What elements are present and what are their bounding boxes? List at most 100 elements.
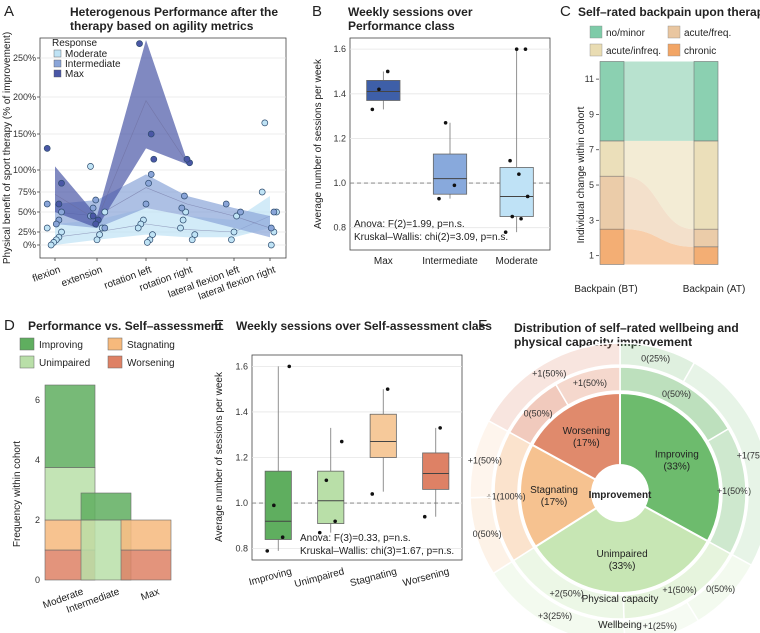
panel-c-flow bbox=[624, 176, 694, 247]
panel-a-point-intermediate bbox=[58, 208, 65, 216]
panel-b-point bbox=[503, 230, 508, 234]
panel-c-stratum bbox=[599, 61, 625, 142]
panel-a-legend-label: Moderate bbox=[65, 49, 108, 60]
panel-a-meanline-max bbox=[54, 100, 188, 221]
panel-a-xtick: extension bbox=[60, 264, 104, 289]
panel-a-chart: Physical benefit of sport therapy (% of … bbox=[2, 32, 287, 303]
panel-f-wellbeing-ring-label: +1(25%) bbox=[643, 621, 677, 631]
panel-a-legend-title: Response bbox=[52, 38, 97, 49]
panel-e-point bbox=[272, 503, 276, 508]
panel-b-title-line1: Weekly sessions over bbox=[348, 5, 473, 19]
panel-f-title-line1: Distribution of self–rated wellbeing and bbox=[514, 321, 739, 335]
panel-e-point bbox=[370, 492, 375, 496]
panel-c-stratum bbox=[693, 246, 719, 265]
panel-b-stat-anova: Anova: F(2)=1.99, p=n.s. bbox=[354, 219, 465, 230]
panel-b-point bbox=[510, 214, 515, 219]
panel-a-point-intermediate bbox=[89, 204, 97, 212]
panel-d-ytick: 6 bbox=[35, 395, 40, 405]
panel-b-point bbox=[385, 69, 390, 74]
panel-b-box-intermediate bbox=[432, 153, 468, 195]
panel-e-ylabel: Average number of sessions per week bbox=[214, 371, 225, 542]
panel-c-chart: Individual change within cohort no/minor… bbox=[574, 25, 746, 295]
panel-f-inner-label: Worsening (17%) bbox=[563, 426, 611, 449]
panel-c-stratum bbox=[599, 228, 625, 265]
panel-c-flow bbox=[624, 140, 694, 230]
panel-c-stratum bbox=[599, 175, 625, 230]
panel-e-box-stagnating bbox=[369, 413, 397, 458]
panel-b-ytick: 1.4 bbox=[333, 89, 346, 99]
panel-f-inner-label: Unimpaired (33%) bbox=[597, 549, 648, 572]
panel-a-ytick: 50% bbox=[18, 207, 36, 217]
panel-f-wellbeing-ring-label: +1(50%) bbox=[468, 456, 502, 466]
panel-d-ylabel: Frequency within cohort bbox=[12, 441, 23, 547]
panel-f-chart: 0(50%) +1(50%) +1(50%) +2(50%) +1(100%) 0(50%… bbox=[468, 342, 760, 633]
panel-d-legend-label: Worsening bbox=[127, 358, 175, 369]
panel-a-band-intermediate bbox=[55, 174, 270, 238]
panel-c-xtick: Backpain (AT) bbox=[683, 284, 746, 295]
panel-c-legend-swatch bbox=[667, 43, 681, 57]
panel-f-physical-ring-label: 0(50%) bbox=[662, 389, 691, 399]
panel-c-stratum bbox=[693, 61, 719, 142]
panel-a-point-moderate bbox=[261, 119, 269, 127]
panel-e-header: E Weekly sessions over Self-assessment c… bbox=[214, 317, 492, 334]
panel-a-point-max bbox=[43, 145, 51, 152]
panel-c-header: C Self–rated backpain upon therapy bbox=[560, 3, 760, 20]
panel-a-point-moderate bbox=[134, 224, 142, 232]
panel-a-legend-swatch bbox=[53, 49, 62, 58]
panel-d-ytick: 0 bbox=[35, 575, 40, 585]
panel-f-inner-label-pct: (33%) bbox=[663, 461, 690, 472]
panel-a-point-intermediate bbox=[178, 204, 186, 212]
panel-f-wellbeing-ring-label: 0(25%) bbox=[641, 354, 670, 364]
panel-a-point-intermediate bbox=[101, 224, 109, 232]
panel-a-point-moderate bbox=[96, 231, 103, 238]
panel-e-ytick: 1.2 bbox=[235, 453, 248, 463]
panel-a-ytick: 25% bbox=[18, 227, 36, 237]
panel-b-point bbox=[377, 87, 381, 92]
panel-a-point-intermediate bbox=[43, 200, 51, 208]
panel-b-ytick: 1.2 bbox=[333, 133, 346, 143]
panel-c-legend-label: no/minor bbox=[606, 28, 646, 39]
panel-f-inner-label-name: Improving bbox=[655, 449, 699, 460]
panel-d-xtick: Max bbox=[139, 586, 161, 603]
panel-b-point bbox=[508, 158, 512, 163]
panel-f-wellbeing-ring-label: +1(50%) bbox=[532, 368, 566, 378]
panel-b-header: B Weekly sessions over Performance class bbox=[312, 3, 473, 33]
panel-a-point-moderate bbox=[228, 236, 235, 244]
panel-b-point bbox=[523, 47, 528, 51]
panel-a-letter: A bbox=[4, 3, 14, 20]
panel-a-point-max bbox=[92, 220, 100, 228]
panel-a-point-max bbox=[147, 130, 155, 138]
panel-e-point bbox=[317, 530, 322, 535]
panel-a-point-max bbox=[150, 155, 158, 163]
panel-a-point-intermediate bbox=[267, 224, 275, 232]
panel-f-wellbeing-ring-label: 0(50%) bbox=[706, 584, 735, 594]
panel-f-physical-ring-label: +1(50%) bbox=[662, 585, 696, 595]
panel-a-ytick: 150% bbox=[13, 129, 36, 139]
panel-a-ytick: 100% bbox=[13, 165, 36, 175]
panel-e-point bbox=[287, 364, 292, 369]
panel-c-stratum bbox=[599, 140, 625, 177]
panel-a-xtick-group: flexion bbox=[31, 264, 62, 284]
panel-d-legend-label: Unimpaired bbox=[39, 358, 90, 369]
panel-b-xtick: Moderate bbox=[496, 256, 539, 267]
panel-c-ylabel: Individual change within cohort bbox=[576, 106, 587, 243]
panel-f-plot: 0(50%) +1(50%) +1(50%) +2(50%) +1(100%) 0(50%… bbox=[468, 342, 760, 633]
panel-b-box-max bbox=[366, 80, 401, 101]
panel-a-point-intermediate bbox=[222, 200, 230, 208]
panel-b-plot: 0.8 1.0 1.2 1.4 1.6 Max Intermediate Moderate bbox=[333, 44, 550, 267]
panel-b-point bbox=[370, 107, 375, 112]
panel-a-point-intermediate bbox=[147, 171, 155, 178]
panel-f-inner-slice-unimpaired bbox=[534, 505, 709, 594]
panel-d-legend-swatch bbox=[19, 337, 35, 351]
panel-b-ytick: 1.6 bbox=[333, 44, 346, 54]
panel-d-ytick: 2 bbox=[35, 515, 40, 525]
panel-e-xtick: Improving bbox=[248, 566, 293, 588]
panel-a-point-moderate bbox=[58, 228, 65, 236]
panel-d-bar-stagnating bbox=[120, 519, 172, 551]
panel-f-center-hole bbox=[593, 466, 647, 520]
panel-a-header: A Heterogenous Performance after the the… bbox=[4, 3, 278, 33]
panel-a-legend-swatch bbox=[53, 59, 62, 68]
panel-f-inner-slice-worsening bbox=[531, 391, 621, 481]
panel-c-ytick: 7 bbox=[589, 145, 594, 155]
panel-d-legend: Improving Stagnating Unimpaired Worsening bbox=[19, 337, 175, 369]
